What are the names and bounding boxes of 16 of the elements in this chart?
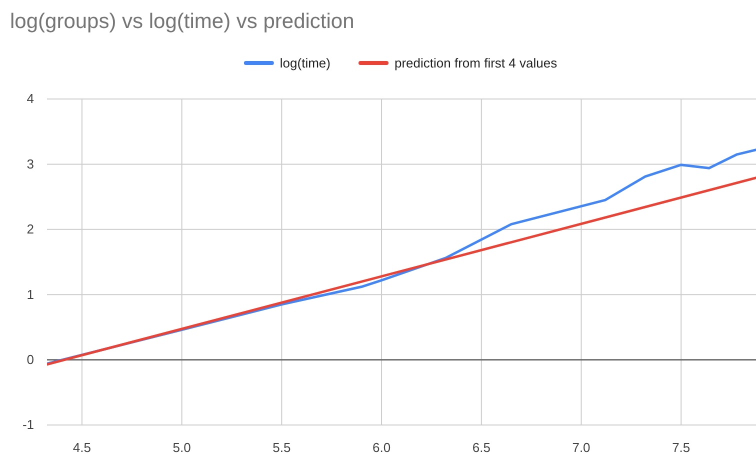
chart-title: log(groups) vs log(time) vs prediction — [10, 10, 354, 33]
x-tick-label: 5.5 — [272, 440, 291, 454]
y-tick-label: 0 — [26, 352, 34, 367]
x-tick-label: 6.0 — [372, 440, 391, 454]
x-tick-label: 7.5 — [672, 440, 690, 454]
legend-label: prediction from first 4 values — [394, 56, 558, 71]
x-tick-label: 4.5 — [72, 440, 91, 454]
y-tick-label: 3 — [26, 156, 34, 172]
y-tick-label: -1 — [22, 417, 34, 432]
x-tick-label: 7.0 — [572, 440, 590, 454]
x-tick-label: 5.0 — [172, 440, 191, 454]
legend-label: log(time) — [280, 56, 330, 71]
y-tick-label: 2 — [26, 222, 34, 237]
x-tick-label: 6.5 — [472, 440, 490, 454]
y-tick-label: 1 — [26, 286, 34, 302]
y-tick-label: 4 — [26, 91, 34, 106]
